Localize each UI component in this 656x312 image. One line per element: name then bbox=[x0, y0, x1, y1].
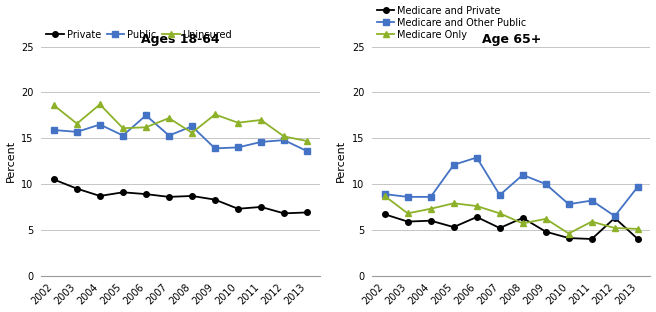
Title: Ages 18-64: Ages 18-64 bbox=[141, 32, 220, 46]
Legend: Private, Public, Uninsured: Private, Public, Uninsured bbox=[46, 30, 232, 40]
Y-axis label: Percent: Percent bbox=[5, 140, 16, 182]
Legend: Medicare and Private, Medicare and Other Public, Medicare Only: Medicare and Private, Medicare and Other… bbox=[377, 6, 527, 40]
Y-axis label: Percent: Percent bbox=[337, 140, 346, 182]
Title: Age 65+: Age 65+ bbox=[482, 32, 541, 46]
